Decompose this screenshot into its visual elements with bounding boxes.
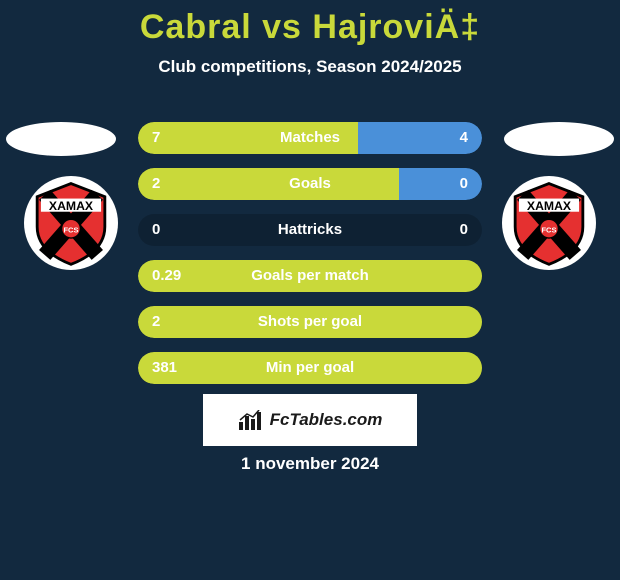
footer-date: 1 november 2024	[0, 454, 620, 474]
svg-text:XAMAX: XAMAX	[49, 199, 94, 213]
brand-label: FcTables.com	[270, 410, 383, 430]
stat-value-right: 0	[460, 214, 468, 246]
stat-row: 2Goals0	[138, 168, 482, 200]
stat-label: Matches	[138, 122, 482, 154]
stat-row: 0.29Goals per match	[138, 260, 482, 292]
svg-text:FCS: FCS	[541, 225, 556, 234]
stat-label: Min per goal	[138, 352, 482, 384]
stat-row: 2Shots per goal	[138, 306, 482, 338]
stat-label: Shots per goal	[138, 306, 482, 338]
xamax-crest-icon: XAMAX FCS	[24, 176, 118, 270]
stat-value-right: 0	[460, 168, 468, 200]
stat-label: Goals per match	[138, 260, 482, 292]
stat-row: 381Min per goal	[138, 352, 482, 384]
club-badge-left: XAMAX FCS	[24, 176, 118, 270]
page-title: Cabral vs HajroviÄ‡	[0, 0, 620, 47]
svg-text:XAMAX: XAMAX	[527, 199, 572, 213]
stats-container: 7Matches42Goals00Hattricks00.29Goals per…	[138, 122, 482, 398]
xamax-crest-icon: XAMAX FCS	[502, 176, 596, 270]
stat-row: 7Matches4	[138, 122, 482, 154]
stat-row: 0Hattricks0	[138, 214, 482, 246]
svg-text:FCS: FCS	[63, 225, 78, 234]
brand-badge: FcTables.com	[203, 394, 417, 446]
player-halo-right	[504, 122, 614, 156]
chart-icon	[238, 410, 264, 430]
player-halo-left	[6, 122, 116, 156]
stat-label: Goals	[138, 168, 482, 200]
stat-label: Hattricks	[138, 214, 482, 246]
stat-value-right: 4	[460, 122, 468, 154]
club-badge-right: XAMAX FCS	[502, 176, 596, 270]
page-subtitle: Club competitions, Season 2024/2025	[0, 57, 620, 77]
